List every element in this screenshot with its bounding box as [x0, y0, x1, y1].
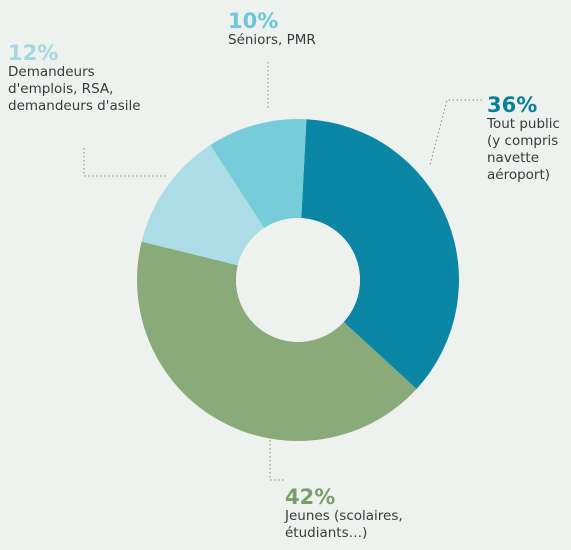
- category-label: demandeurs d'asile: [8, 98, 141, 114]
- category-label: navette: [487, 150, 539, 166]
- category-label: Demandeurs: [8, 64, 95, 80]
- donut-slice: [137, 241, 417, 441]
- category-label: aéroport): [487, 167, 550, 183]
- leader-line: [269, 412, 284, 481]
- category-label: étudiants…): [285, 525, 367, 541]
- value-label: 10%: [228, 9, 278, 33]
- category-label: Jeunes (scolaires,: [284, 508, 403, 524]
- value-label: 36%: [487, 93, 537, 117]
- category-label: (y compris: [487, 133, 558, 149]
- category-label: d'emplois, RSA,: [8, 81, 113, 97]
- leader-line: [83, 148, 168, 177]
- category-label: Séniors, PMR: [228, 32, 316, 48]
- value-label: 12%: [8, 41, 58, 65]
- value-label: 42%: [285, 485, 335, 509]
- donut-slice: [301, 119, 459, 389]
- donut-slice: [141, 144, 265, 266]
- donut-hole: [236, 218, 360, 342]
- category-label: Tout public: [486, 116, 560, 132]
- donut-slice: [210, 119, 307, 229]
